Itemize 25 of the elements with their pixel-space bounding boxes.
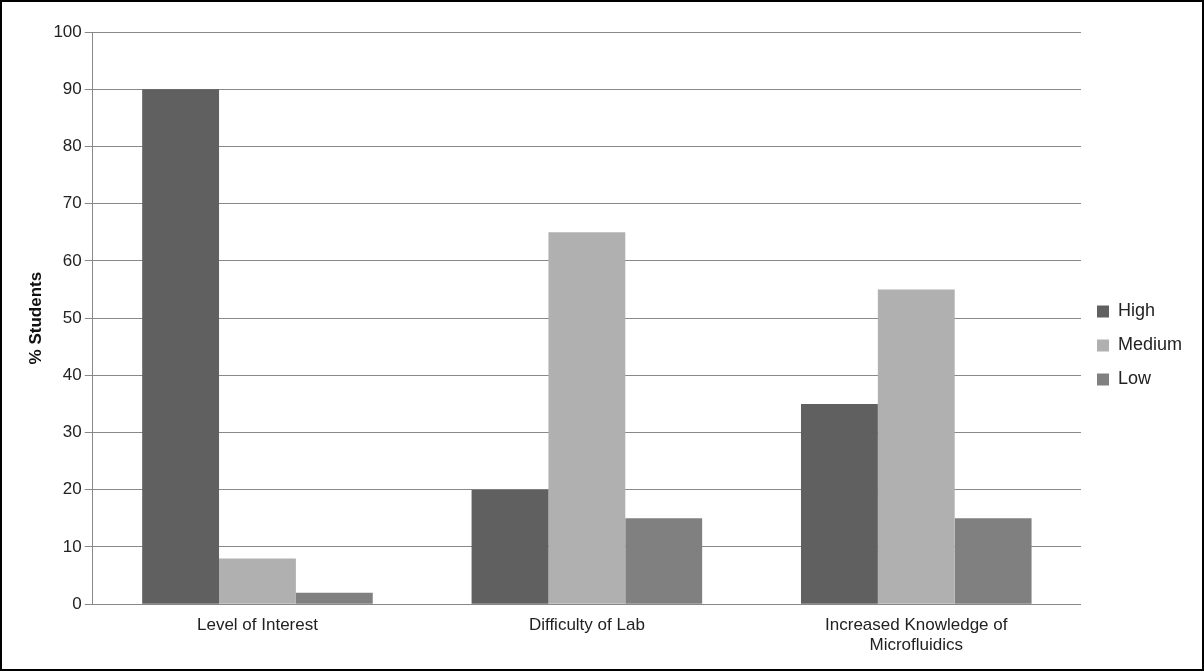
x-tick-label: Difficulty of Lab [528, 615, 645, 635]
y-axis-title: % Students [25, 271, 45, 365]
bar [877, 289, 955, 604]
bar [800, 403, 878, 604]
y-tick-label: 90 [62, 78, 82, 98]
x-tick-label: Increased Knowledge of Microfluidics [825, 615, 1008, 655]
y-tick-label: 0 [72, 593, 82, 613]
y-tick-label: 60 [62, 250, 82, 270]
y-tick-label: 100 [53, 21, 82, 41]
bar [142, 89, 220, 604]
legend-label: Medium [1117, 334, 1183, 355]
y-tick-label: 80 [62, 136, 82, 156]
bar [219, 558, 296, 604]
y-tick-label: 10 [62, 536, 82, 556]
bar [548, 232, 626, 604]
x-tick-label: Level of Interest [196, 615, 319, 635]
bar [471, 489, 549, 604]
legend-label: Low [1117, 368, 1152, 389]
y-tick-label: 40 [62, 365, 82, 385]
y-tick-label: 30 [62, 422, 82, 442]
bar [295, 592, 373, 604]
y-tick-label: 50 [62, 307, 82, 327]
y-tick-label: 70 [62, 193, 82, 213]
legend-label: High [1117, 300, 1156, 321]
y-tick-label: 20 [62, 479, 82, 499]
